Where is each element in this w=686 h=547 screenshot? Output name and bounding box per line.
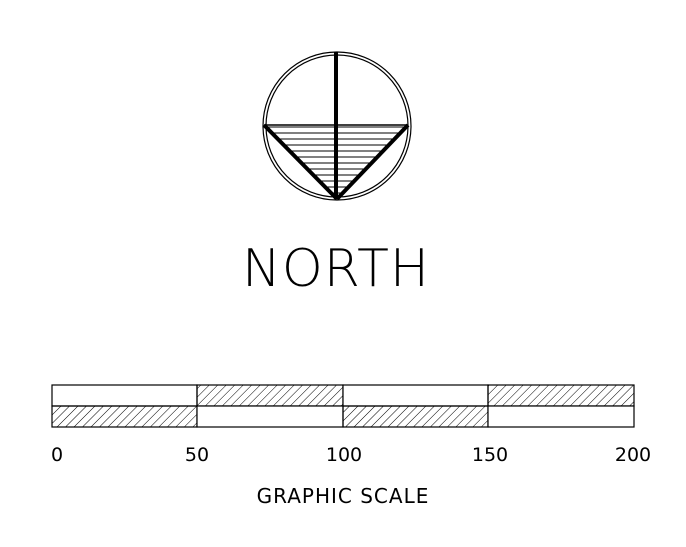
scale-tick-label: 50 [185,444,209,466]
scale-segment-top-4 [488,385,634,406]
scale-segment-top-1 [52,385,197,406]
scale-segment-bottom-4 [488,406,634,427]
scale-segment-top-3 [343,385,488,406]
scale-tick-label: 100 [326,444,362,466]
north-arrow-icon [260,52,412,200]
north-arrow-left-wing [264,125,337,199]
graphic-scale-title: GRAPHIC SCALE [257,484,430,508]
scale-tick-labels: 0 50 100 150 200 [51,444,651,466]
scale-segment-bottom-1 [52,406,197,427]
scale-segment-top-2 [197,385,343,406]
scale-segment-bottom-2 [197,406,343,427]
scale-tick-label: 150 [472,444,508,466]
scale-bar [52,385,634,427]
scale-tick-label: 0 [51,444,63,466]
north-label: NORTH [242,239,430,299]
scale-segment-bottom-3 [343,406,488,427]
scale-tick-label: 200 [615,444,651,466]
